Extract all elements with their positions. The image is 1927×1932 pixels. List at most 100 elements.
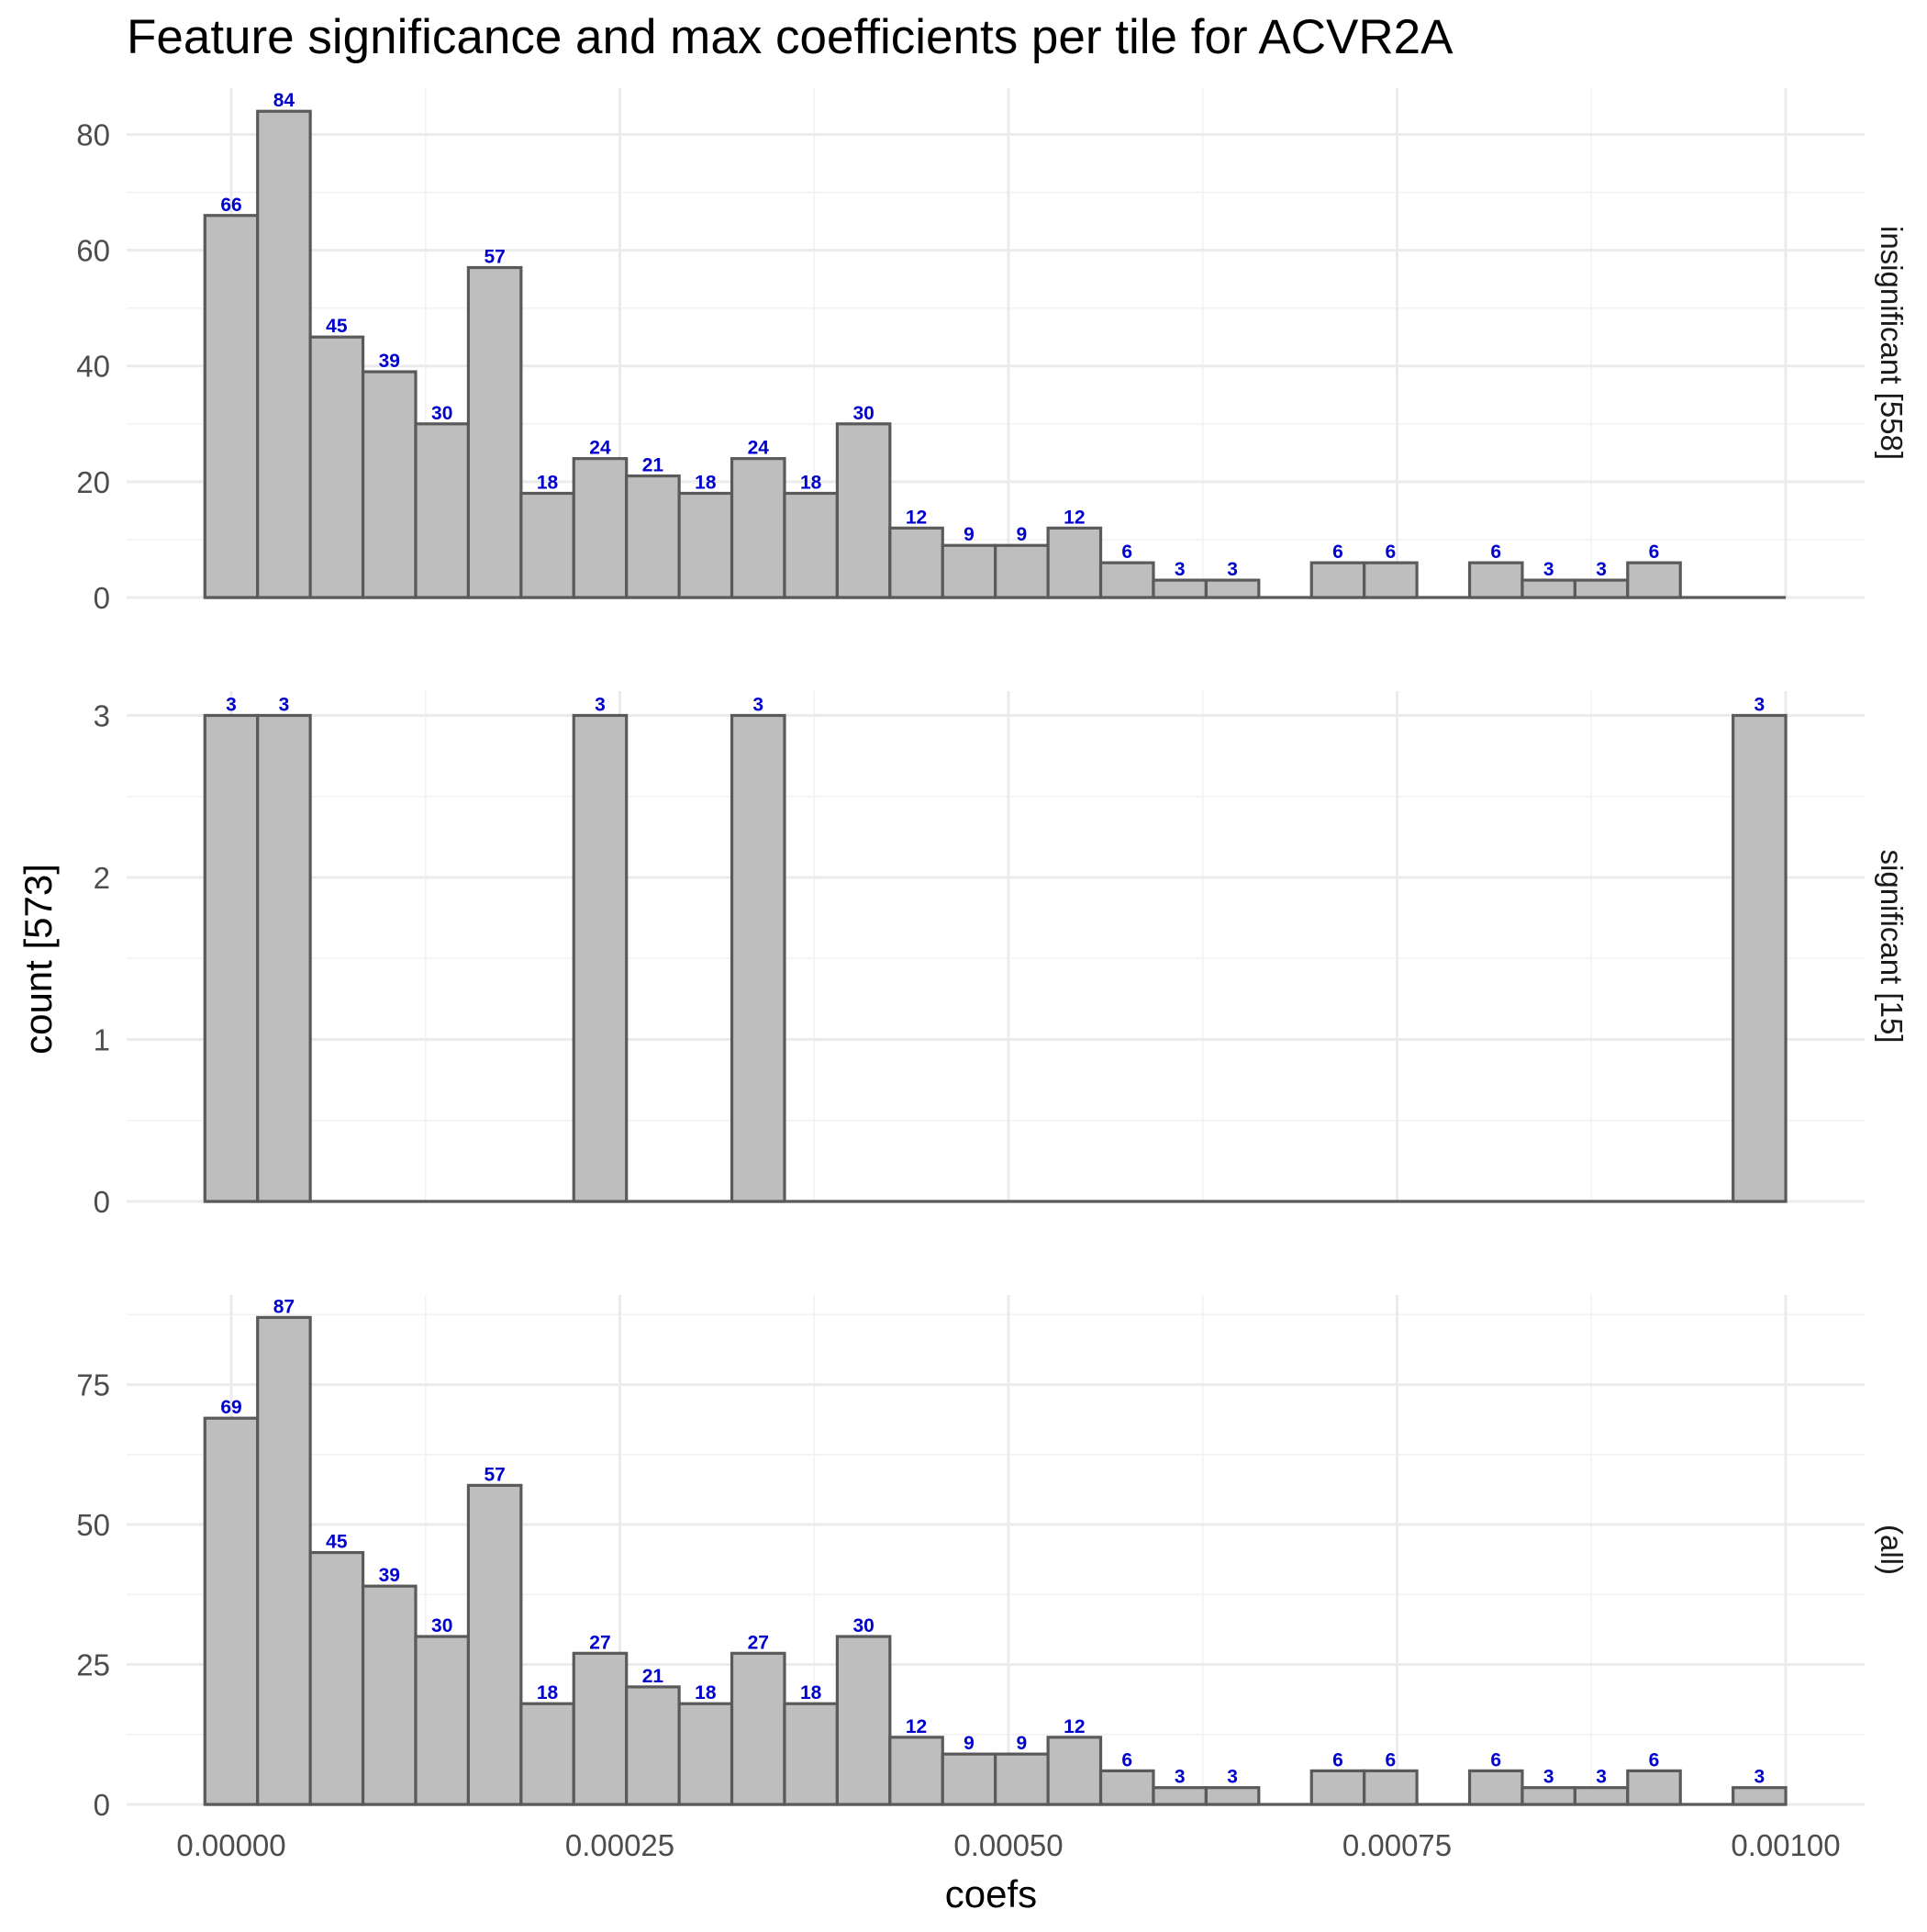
bar-count-label: 3 [1754,694,1765,715]
bar-count-label: 6 [1121,1749,1132,1770]
histogram-bar [1046,526,1103,599]
bar-count-label: 9 [964,1733,975,1754]
bar-count-label: 6 [1332,542,1343,563]
bar-count-label: 57 [484,1464,505,1485]
histogram-bar [835,422,892,599]
histogram-bar [466,1483,523,1806]
bar-count-label: 21 [642,455,664,476]
x-tick-label: 0.00100 [1731,1828,1840,1862]
histogram-bar [1098,561,1155,599]
histogram-bar [1573,578,1630,599]
bar-count-label: 9 [1017,1733,1028,1754]
histogram-bar [203,1416,260,1806]
histogram-bar [203,214,260,599]
bar-count-label: 6 [1386,542,1397,563]
histogram-bar [835,1635,892,1806]
histogram-bar [1520,1786,1576,1806]
histogram-bar [361,1584,418,1806]
bar-count-label: 18 [537,1682,559,1703]
histogram-bar [203,713,260,1203]
x-axis-title: coefs [945,1872,1037,1915]
histogram-bar [256,713,312,1203]
histogram-bar [1520,578,1576,599]
y-tick-label: 80 [76,117,110,151]
bar-count-label: 39 [379,1565,400,1586]
y-tick-label: 3 [94,698,110,732]
bar-count-label: 30 [852,1615,874,1636]
x-axis-ticks: 0.00000 0.00025 0.00050 0.00075 0.00100 [176,1828,1840,1862]
bar-count-label: 24 [748,438,770,459]
histogram-bar [1204,1786,1261,1806]
histogram-bar [783,491,840,599]
x-tick-label: 0.00075 [1342,1828,1452,1862]
histogram-bar [783,1702,840,1806]
histogram-bar [1363,561,1419,599]
bar-count-label: 6 [1649,542,1660,563]
bar-count-label: 12 [1064,507,1085,528]
histogram-bar [730,457,786,599]
chart-title: Feature significance and max coefficient… [127,10,1454,64]
histogram-bar [1732,1786,1788,1806]
histogram-bar [1152,1786,1208,1806]
bar-count-label: 6 [1121,542,1132,563]
bar-count-label: 24 [589,438,611,459]
histogram-bar [1467,561,1524,599]
bar-count-label: 18 [800,1682,822,1703]
histogram-bar [414,422,471,599]
histogram-bar [1626,561,1682,599]
bar-count-label: 12 [906,507,927,528]
bar-count-label: 3 [1175,1767,1186,1788]
bar-count-label: 6 [1490,542,1501,563]
histogram-bar [625,1685,681,1806]
histogram-bar [1363,1769,1419,1806]
bar-count-label: 66 [220,195,241,216]
bar-count-label: 39 [379,351,400,372]
y-tick-label: 60 [76,234,110,268]
histogram-bar [256,109,312,599]
bar-count-label: 30 [431,1615,452,1636]
facet-strip-label: insignificant [558] [1875,226,1909,460]
bar-count-label: 45 [326,316,348,337]
y-tick-label: 2 [94,861,110,895]
histogram-bar [677,491,734,599]
histogram-bar [730,713,786,1203]
bar-count-label: 6 [1386,1749,1397,1770]
panel-2: 0 1 2 3 3 3 3 3 3 significant [15] [94,691,1909,1219]
bar-count-label: 57 [484,247,505,268]
histogram-bar [308,335,365,599]
histogram-bar [1467,1769,1524,1806]
bar-count-label: 9 [1017,524,1028,545]
y-tick-label: 20 [76,465,110,499]
facet-strip-label: (all) [1875,1524,1909,1575]
y-tick-label: 75 [76,1368,110,1402]
bar-count-label: 6 [1332,1749,1343,1770]
bar-count-label: 3 [1227,559,1238,580]
histogram-bar [519,1702,575,1806]
histogram-bar [1204,578,1261,599]
bar-count-label: 6 [1649,1749,1660,1770]
histogram-bar [888,526,944,599]
histogram-bar [308,1550,365,1806]
histogram-bar [1573,1786,1630,1806]
bar-count-label: 18 [695,472,717,493]
y-tick-label: 1 [94,1022,110,1056]
histogram-bar [361,370,418,599]
bar-count-label: 30 [431,403,452,424]
bar-count-label: 18 [800,472,822,493]
bar-count-label: 84 [273,90,295,111]
histogram-bar [1098,1769,1155,1806]
bar-count-label: 69 [220,1397,241,1418]
bar-count-label: 21 [642,1666,664,1687]
bar-count-label: 9 [964,524,975,545]
bar-count-label: 3 [279,694,290,715]
histogram-bar [572,713,629,1203]
y-tick-label: 0 [94,581,110,615]
histogram-bar [466,265,523,599]
histogram-bar [1309,561,1366,599]
bar-count-label: 6 [1490,1749,1501,1770]
bar-count-label: 3 [1175,559,1186,580]
